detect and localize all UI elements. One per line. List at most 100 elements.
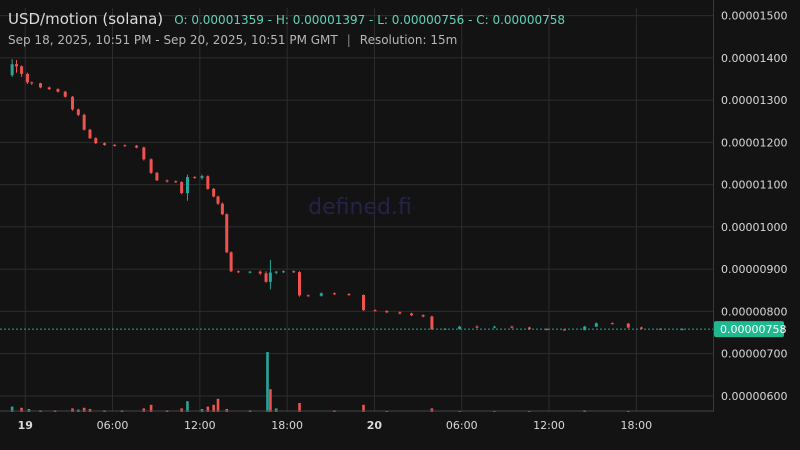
resolution-label: Resolution: 15m [359,33,458,47]
y-tick-label: 0.00001200 [721,136,787,149]
candle-body [142,147,146,160]
candle-body [362,294,366,311]
volume-bar [71,408,74,412]
ohlc-readout: O: 0.00001359 - H: 0.00001397 - L: 0.000… [174,13,565,27]
candle-body [63,91,67,97]
current-price-label: 0.00000758 [720,323,786,336]
watermark-text: defined.fi [308,195,412,220]
candle-body [15,64,19,67]
candle-body [113,144,117,146]
current-price-tag [714,321,784,338]
volume-bar [266,352,269,412]
volume-bar [186,401,189,412]
candle-body [229,252,233,272]
candle-body [292,271,296,273]
candle-body [25,73,29,83]
y-tick-label: 0.00001100 [721,179,787,192]
candle-body [583,326,587,331]
candle-body [82,114,86,130]
candle-body [135,145,139,148]
x-tick-label: 20 [367,419,383,432]
volume-bar [142,408,146,412]
volume-bar [430,408,434,412]
candle-body [248,271,252,273]
candle-body [236,271,240,273]
y-tick-label: 0.00001400 [721,52,787,65]
volume-bar [362,404,365,412]
candle-body [510,326,514,328]
y-tick-label: 0.00000900 [721,263,787,276]
candle-body [274,271,278,273]
separator: | [346,33,351,47]
candle-body [216,196,220,204]
candle-body [30,82,34,84]
candle-body [626,323,630,328]
x-tick-label: 06:00 [97,419,129,432]
candle-body [347,294,351,296]
candle-body [180,182,184,194]
candle-body [123,145,127,147]
candle-body [430,316,434,330]
candle-body [76,109,80,115]
y-tick-label: 0.00001500 [721,10,787,23]
candle-body [527,327,531,330]
x-tick-label: 12:00 [184,419,216,432]
candle-body [410,313,414,316]
candle-body [200,176,204,178]
candle-body [56,89,60,92]
candle-body [165,180,169,182]
candle-body [220,203,224,215]
candle-body [475,326,479,328]
candle-body [155,172,159,181]
candle-body [268,272,272,282]
x-tick-label: 19 [18,419,33,432]
candle-body [373,310,377,312]
candle-body [458,326,462,329]
chart-subheader: Sep 18, 2025, 10:51 PM - Sep 20, 2025, 1… [8,33,457,47]
candle-body [545,329,549,331]
candle-body [94,138,98,144]
pair-title: USD/motion (solana) [8,10,164,28]
x-tick-label: 18:00 [271,419,303,432]
volume-bar [82,407,86,412]
y-tick-label: 0.00000800 [721,305,787,318]
candle-body [680,329,684,331]
x-tick-label: 06:00 [446,419,478,432]
candle-body [174,181,178,183]
candle-body [610,323,614,325]
candle-body [385,311,389,313]
candle-body [319,293,323,296]
candle-body [398,312,402,314]
volume-bar [20,407,23,412]
volume-bar [216,398,220,412]
candle-body [258,271,262,274]
candle-body [594,323,598,327]
volume-bar [269,389,272,412]
candle-body [149,159,153,173]
candle-body [281,271,285,273]
candle-body [39,83,43,88]
y-tick-label: 0.00001000 [721,221,787,234]
candle-body [298,272,301,296]
candle-body [206,176,210,189]
candle-body [193,177,197,179]
candle-body [71,96,75,110]
date-range: Sep 18, 2025, 10:51 PM - Sep 20, 2025, 1… [8,33,338,47]
volume-bar [212,404,215,412]
volume-bar [180,408,183,412]
candle-body [10,64,14,76]
candle-body [332,293,336,295]
x-tick-label: 18:00 [620,419,652,432]
candle-body [492,326,496,328]
y-tick-label: 0.00000600 [721,390,787,403]
volume-bar [206,406,210,412]
candle-body [88,129,92,139]
candle-body [20,66,24,74]
x-tick-label: 12:00 [533,419,565,432]
volume-bar [274,408,278,412]
candle-body [212,188,216,197]
candle-body [264,273,268,282]
chart-header: USD/motion (solana) O: 0.00001359 - H: 0… [8,9,565,28]
